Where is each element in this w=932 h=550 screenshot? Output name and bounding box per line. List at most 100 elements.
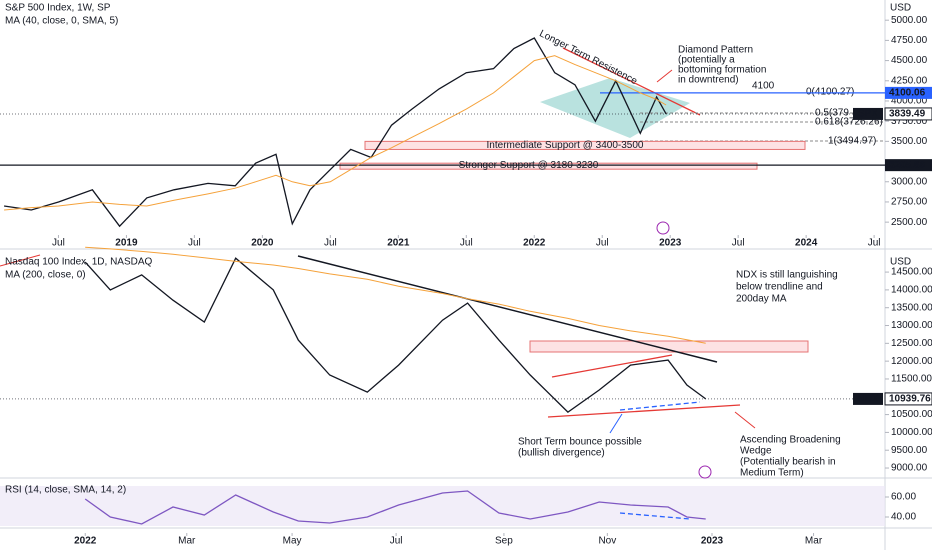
axis-unit: USD [890, 257, 911, 268]
series-tag [853, 392, 883, 405]
x-tick-label: Jul [52, 238, 65, 249]
price-tag [884, 392, 932, 406]
x-tick-label: Mar [178, 536, 196, 547]
y-tick-label: 4250.00 [891, 75, 928, 86]
y-tick-label: 4000.00 [891, 96, 928, 107]
price-tag-label: 3205.66 [889, 160, 926, 171]
wedge-line [547, 404, 741, 418]
wedge-line [551, 354, 673, 378]
divergence-line [619, 512, 691, 520]
x-tick-label: 2023 [659, 238, 682, 249]
y-tick-label: 13500.00 [891, 302, 932, 313]
x-tick-label: Jul [188, 238, 201, 249]
annotation: in downtrend) [678, 75, 739, 86]
annotation: 200day MA [736, 294, 787, 305]
series-line [4, 37, 667, 228]
y-tick-label: 13000.00 [891, 320, 932, 331]
y-tick-label: 10000.00 [891, 427, 932, 438]
fib-label: 1(3494.97) [828, 136, 876, 147]
y-tick-label: 3500.00 [891, 136, 928, 147]
indicator-label: MA (200, close, 0) [5, 270, 86, 281]
fib-label: 0.618(3726.26) [815, 117, 883, 128]
price-tag [885, 159, 932, 172]
arrow [656, 69, 673, 83]
annotation: Ascending Broadening [740, 435, 841, 446]
indicator-label: MA (40, close, 0, SMA, 5) [5, 16, 118, 27]
annotation: Short Term bounce possible [518, 437, 642, 448]
y-tick-label: 14000.00 [891, 285, 932, 296]
annotation: Medium Term) [740, 468, 804, 479]
support-zone [364, 140, 806, 150]
trendline [0, 254, 41, 267]
fib-label: 0.5(379 [815, 108, 849, 119]
y-tick-label: 2500.00 [891, 217, 928, 228]
arrow [734, 411, 756, 429]
x-tick-label: Jul [868, 238, 881, 249]
support-zone [339, 162, 758, 170]
y-tick-label: 5000.00 [891, 15, 928, 26]
chart-title: Nasdaq 100 Index, 1D, NASDAQ [5, 257, 153, 268]
arrow [609, 413, 623, 434]
y-tick-label: 11500.00 [891, 374, 932, 385]
y-tick-label: 40.00 [891, 512, 916, 523]
divergence-line [619, 401, 701, 411]
axis-unit: USD [890, 3, 911, 14]
x-tick-label: 2021 [387, 238, 410, 249]
rsi-band [0, 486, 885, 526]
y-tick-label: 12000.00 [891, 356, 932, 367]
x-tick-label: Mar [805, 536, 823, 547]
price-tag-label: 3839.49 [889, 109, 926, 120]
price-tag [884, 107, 932, 121]
fib-label: 0(4100.27) [806, 87, 854, 98]
annotation: 4100 [752, 81, 775, 92]
x-tick-label: Jul [324, 238, 337, 249]
y-tick-label: 9500.00 [891, 445, 928, 456]
series-tag [853, 107, 883, 120]
annotation: Diamond Pattern [678, 45, 753, 56]
y-tick-label: 3000.00 [891, 176, 928, 187]
annotation: NDX is still languishing [736, 270, 838, 281]
annotation: (potentially a [678, 55, 735, 66]
x-tick-label: Jul [596, 238, 609, 249]
x-tick-label: Nov [598, 536, 616, 547]
annotation: (bullish divergence) [518, 448, 605, 459]
series-tag-label: NDX [857, 394, 878, 405]
trendline [297, 255, 718, 363]
annotation: (Potentially bearish in [740, 457, 836, 468]
price-tag [885, 86, 932, 99]
x-tick-label: 2022 [523, 238, 546, 249]
x-tick-label: 2019 [115, 238, 138, 249]
y-tick-label: 10500.00 [891, 409, 932, 420]
x-tick-label: May [283, 536, 302, 547]
event-icon [698, 465, 712, 479]
resistance-line [562, 47, 701, 116]
y-tick-label: 14500.00 [891, 267, 932, 278]
y-tick-label: 60.00 [891, 492, 916, 503]
y-tick-label: 2750.00 [891, 197, 928, 208]
x-tick-label: Jul [732, 238, 745, 249]
x-tick-label: Jul [460, 238, 473, 249]
y-tick-label: 12500.00 [891, 338, 932, 349]
annotation: below trendline and [736, 282, 823, 293]
indicator-label: RSI (14, close, SMA, 14, 2) [5, 485, 126, 496]
x-tick-label: 2020 [251, 238, 274, 249]
event-icon [656, 221, 670, 235]
series-line [84, 490, 706, 525]
x-tick-label: 2023 [701, 536, 724, 547]
annotation: bottoming formation [678, 65, 766, 76]
y-tick-label: 4750.00 [891, 35, 928, 46]
x-tick-label: 2022 [74, 536, 97, 547]
annotation: Wedge [740, 446, 772, 457]
chart-title: S&P 500 Index, 1W, SP [5, 3, 111, 14]
series-line [4, 55, 667, 211]
series-line [85, 246, 706, 344]
series-tag-label: SPX [858, 109, 878, 120]
resistance-zone [529, 340, 809, 353]
series-line [84, 257, 707, 413]
price-tag-label: 10939.76 [889, 394, 931, 405]
support-label: Intermediate Support @ 3400-3500 [487, 140, 644, 151]
x-tick-label: Sep [495, 536, 513, 547]
x-tick-label: 2024 [795, 238, 818, 249]
